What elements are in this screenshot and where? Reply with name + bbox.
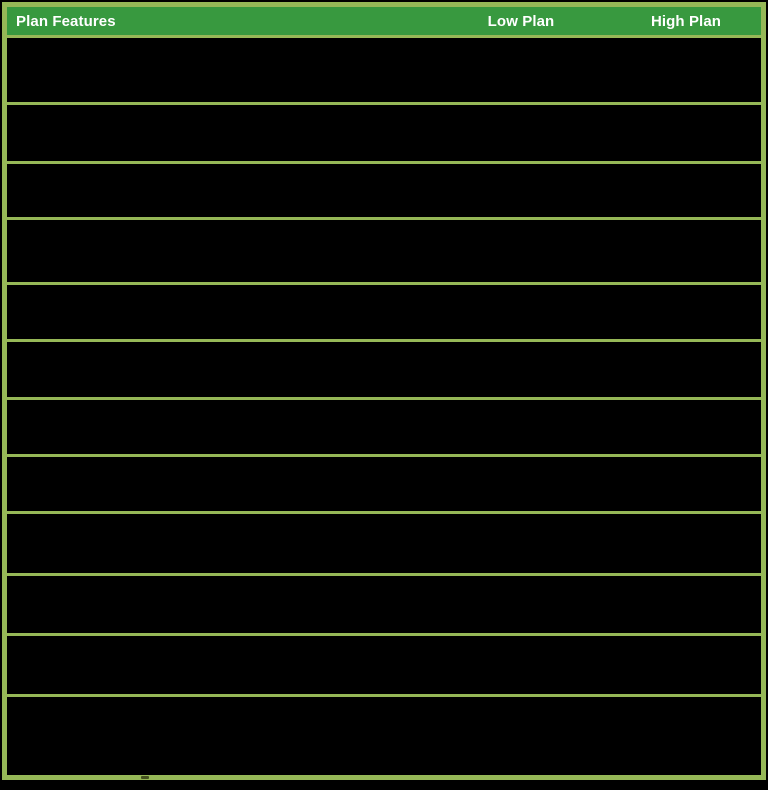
- row-feature-cell: [7, 697, 431, 775]
- table-row: [7, 161, 761, 217]
- row-low-plan-cell: [431, 576, 611, 633]
- table-header-row: Plan Features Low Plan High Plan: [7, 7, 761, 38]
- row-low-plan-cell: [431, 38, 611, 102]
- row-feature-cell: [7, 576, 431, 633]
- table-row: [7, 573, 761, 633]
- row-high-plan-cell: [611, 342, 761, 397]
- table-row: [7, 102, 761, 161]
- row-high-plan-cell: [611, 636, 761, 694]
- table-row: [7, 38, 761, 102]
- row-high-plan-cell: [611, 38, 761, 102]
- table-body: [7, 38, 761, 775]
- row-low-plan-cell: [431, 285, 611, 339]
- row-high-plan-cell: [611, 457, 761, 511]
- row-low-plan-cell: [431, 457, 611, 511]
- table-row: [7, 454, 761, 511]
- row-high-plan-cell: [611, 514, 761, 573]
- row-high-plan-cell: [611, 285, 761, 339]
- row-low-plan-cell: [431, 697, 611, 775]
- header-plan-features: Plan Features: [16, 12, 116, 30]
- row-feature-cell: [7, 285, 431, 339]
- row-low-plan-cell: [431, 514, 611, 573]
- row-high-plan-cell: [611, 697, 761, 775]
- row-low-plan-cell: [431, 164, 611, 217]
- table-row: [7, 282, 761, 339]
- row-high-plan-cell: [611, 164, 761, 217]
- header-high-plan: High Plan: [650, 12, 722, 30]
- row-high-plan-cell: [611, 576, 761, 633]
- row-low-plan-cell: [431, 220, 611, 282]
- bottom-border-speck: [141, 776, 149, 779]
- row-low-plan-cell: [431, 342, 611, 397]
- row-feature-cell: [7, 105, 431, 161]
- row-feature-cell: [7, 400, 431, 454]
- table-row: [7, 397, 761, 454]
- row-high-plan-cell: [611, 105, 761, 161]
- table-row: [7, 217, 761, 282]
- row-feature-cell: [7, 164, 431, 217]
- row-low-plan-cell: [431, 105, 611, 161]
- table-row: [7, 339, 761, 397]
- row-low-plan-cell: [431, 636, 611, 694]
- row-low-plan-cell: [431, 400, 611, 454]
- row-feature-cell: [7, 342, 431, 397]
- row-feature-cell: [7, 220, 431, 282]
- row-high-plan-cell: [611, 400, 761, 454]
- plan-comparison-table: Plan Features Low Plan High Plan: [2, 2, 766, 780]
- row-feature-cell: [7, 38, 431, 102]
- table-row: [7, 694, 761, 775]
- header-low-plan: Low Plan: [487, 12, 555, 30]
- row-feature-cell: [7, 457, 431, 511]
- row-feature-cell: [7, 514, 431, 573]
- table-row: [7, 633, 761, 694]
- row-high-plan-cell: [611, 220, 761, 282]
- table-row: [7, 511, 761, 573]
- row-feature-cell: [7, 636, 431, 694]
